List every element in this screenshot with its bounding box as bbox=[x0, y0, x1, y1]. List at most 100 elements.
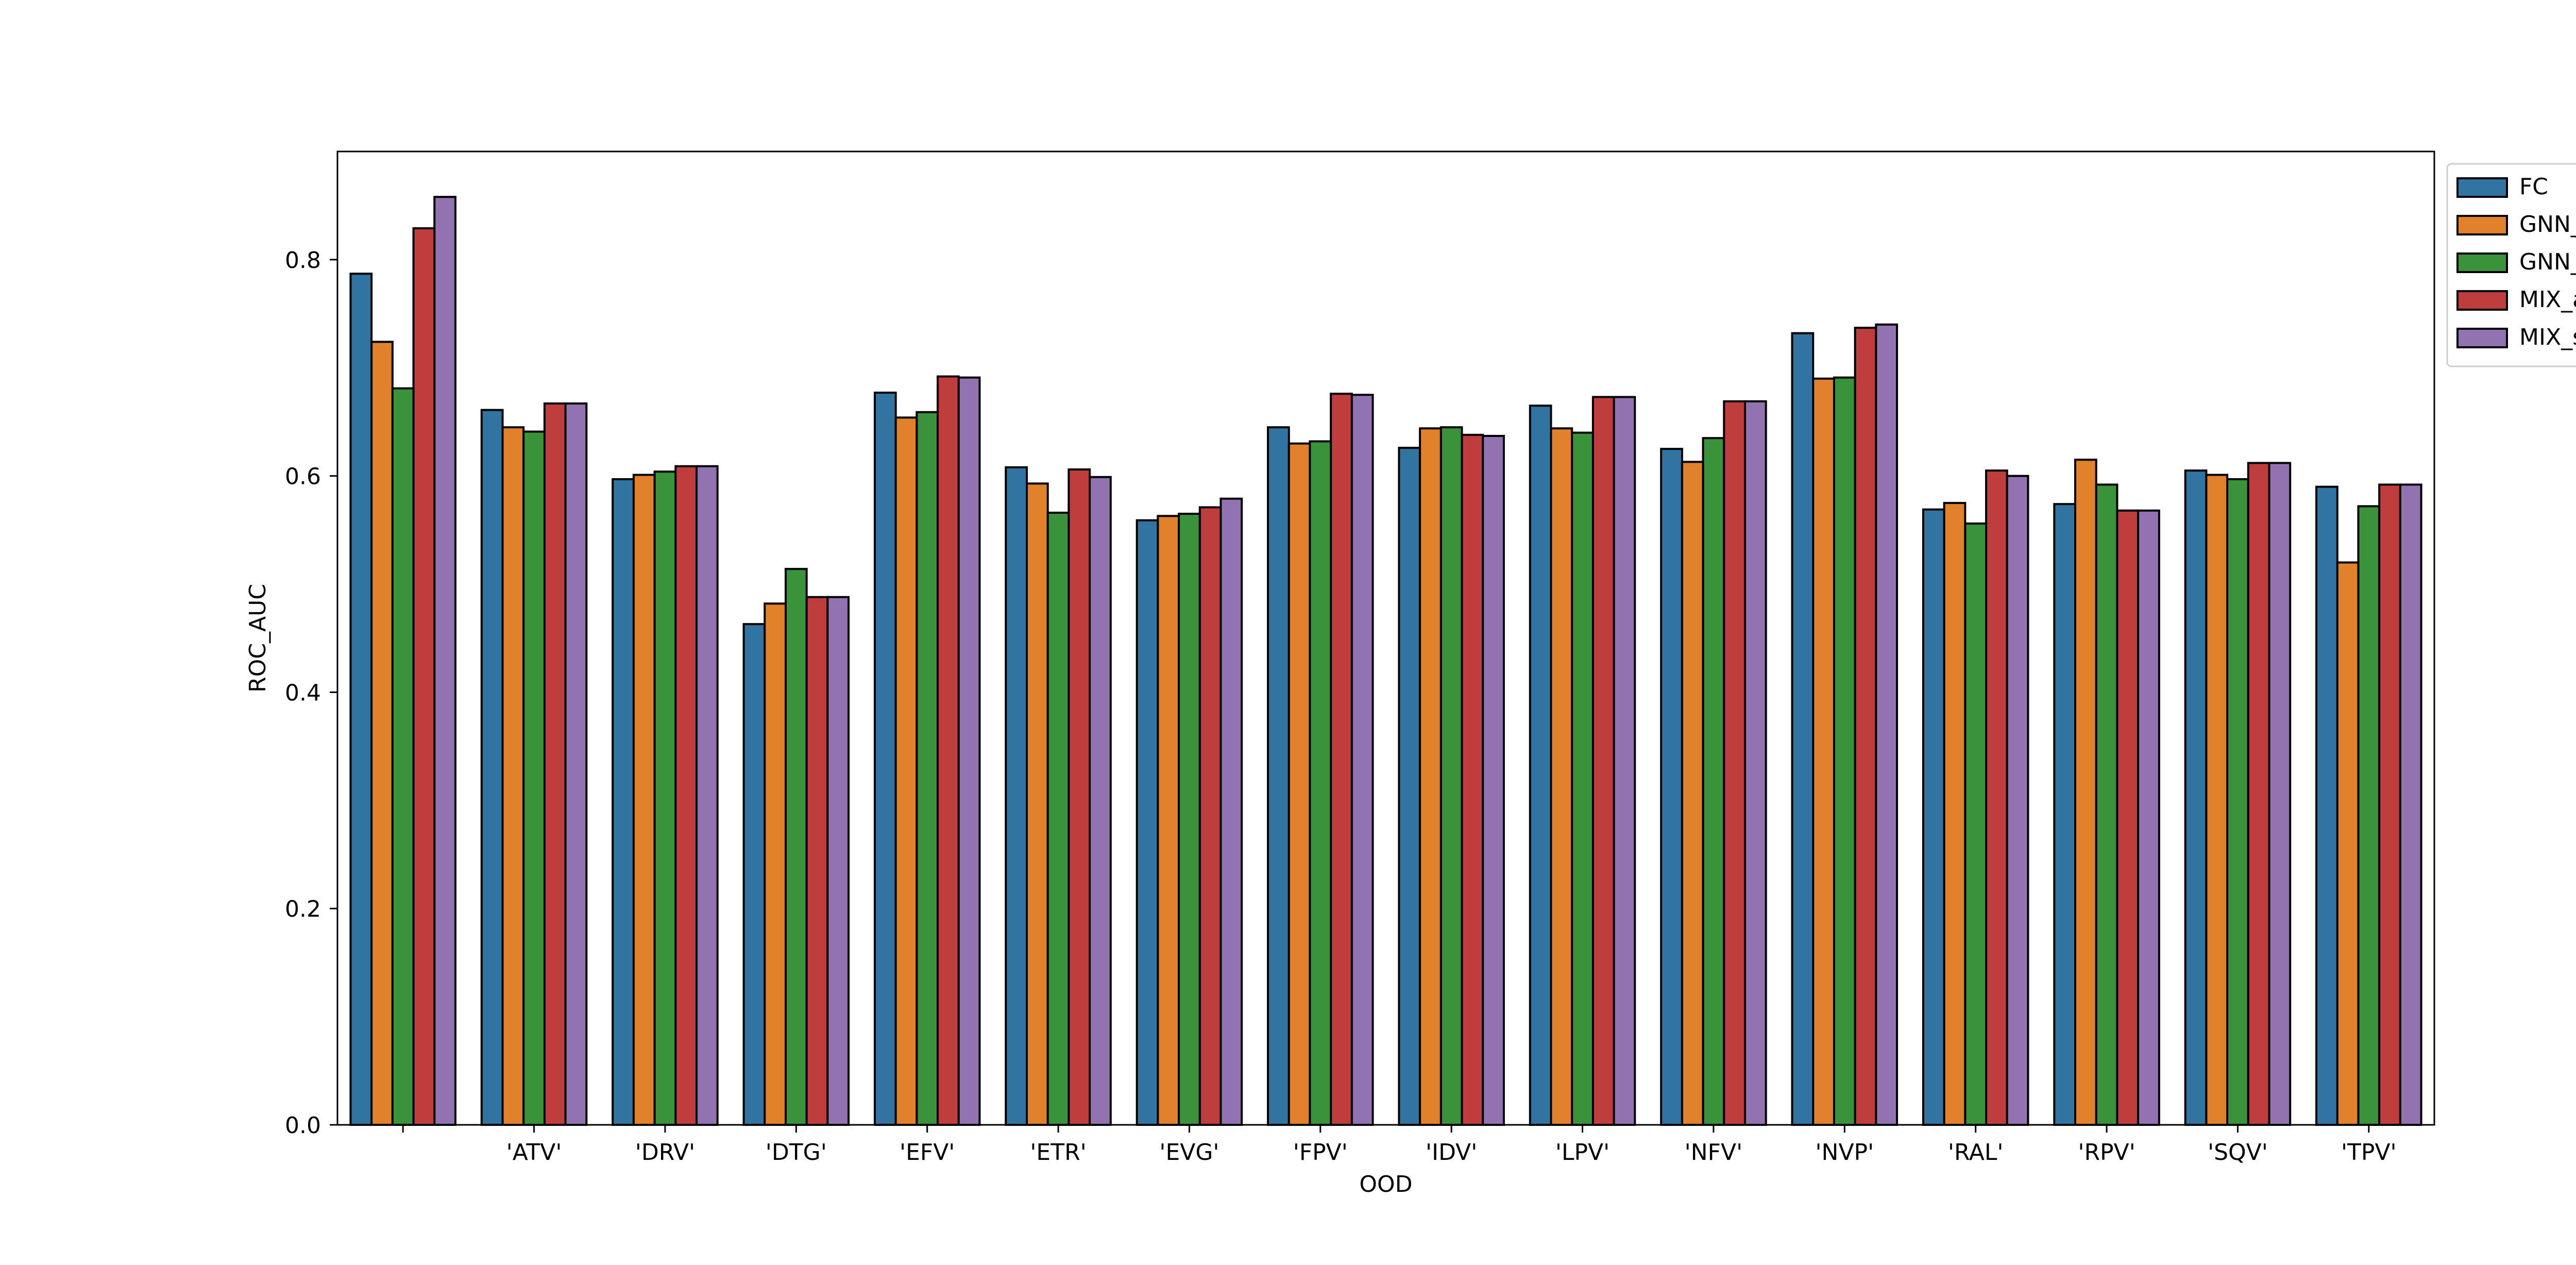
bar bbox=[1287, 442, 1311, 1126]
bar bbox=[1943, 502, 1967, 1126]
bar bbox=[1613, 396, 1636, 1126]
bar bbox=[1309, 440, 1332, 1126]
bar-group bbox=[2315, 483, 2422, 1126]
bar bbox=[1005, 466, 1028, 1126]
bar-group bbox=[2053, 459, 2160, 1126]
bar bbox=[632, 474, 656, 1126]
bar bbox=[1136, 519, 1159, 1126]
x-tick-label: 'RAL' bbox=[1948, 1139, 2004, 1166]
bar bbox=[805, 596, 829, 1126]
x-tick-label: 'IDV' bbox=[1426, 1139, 1477, 1166]
legend-label: MIX_subset bbox=[2519, 324, 2576, 350]
bar bbox=[1461, 433, 1484, 1126]
legend-item: MIX_subset bbox=[2456, 324, 2576, 350]
bar bbox=[784, 568, 808, 1126]
bar bbox=[2268, 462, 2292, 1126]
x-tick-label: 'EFV' bbox=[900, 1139, 955, 1166]
bar bbox=[370, 341, 394, 1126]
bar bbox=[1089, 476, 1112, 1126]
legend-swatch bbox=[2456, 215, 2508, 235]
bar bbox=[2074, 459, 2097, 1126]
x-tick-label: 'SQV' bbox=[2208, 1139, 2268, 1166]
bar bbox=[1875, 323, 1899, 1126]
bar-group bbox=[480, 402, 588, 1126]
x-axis-label: OOD bbox=[1359, 1171, 1412, 1197]
bar-group bbox=[1267, 393, 1374, 1126]
bar bbox=[1681, 461, 1704, 1126]
legend-item: GNN_subset bbox=[2456, 249, 2576, 275]
x-tick-label: 'EVG' bbox=[1159, 1139, 1219, 1166]
bar bbox=[1550, 427, 1573, 1126]
bar bbox=[2006, 475, 2029, 1126]
bar-group bbox=[1005, 466, 1112, 1126]
bar bbox=[957, 376, 981, 1126]
bar bbox=[1198, 506, 1222, 1126]
legend-swatch bbox=[2456, 328, 2508, 348]
bar bbox=[412, 227, 436, 1126]
bar bbox=[2137, 509, 2160, 1126]
legend-swatch bbox=[2456, 252, 2508, 273]
bar bbox=[2095, 483, 2119, 1126]
bar bbox=[1591, 396, 1615, 1126]
bar bbox=[1723, 400, 1746, 1126]
legend-label: FC bbox=[2519, 174, 2548, 200]
y-axis-ticks: 0.0 0.2 0.4 0.6 0.8 bbox=[285, 247, 337, 1139]
x-tick-label: 'NFV' bbox=[1685, 1139, 1743, 1166]
x-axis-ticks: 'ATV' 'DRV' 'DTG' 'EFV' 'ETR' 'EVG' 'FPV' 'IDV'… bbox=[402, 1125, 2397, 1166]
bar bbox=[1157, 515, 1180, 1126]
bar bbox=[1398, 447, 1421, 1126]
y-axis-label: ROC_AUC bbox=[245, 584, 271, 693]
bar-group bbox=[2184, 462, 2292, 1126]
bar bbox=[2315, 485, 2338, 1126]
bar bbox=[349, 273, 373, 1126]
bar bbox=[1439, 426, 1463, 1126]
bar bbox=[1330, 393, 1353, 1126]
bar-group bbox=[1398, 426, 1505, 1126]
bar bbox=[564, 402, 588, 1126]
bar-group bbox=[873, 375, 981, 1126]
x-tick-label: 'TPV' bbox=[2341, 1139, 2397, 1166]
bar bbox=[2357, 505, 2381, 1126]
x-tick-label: 'LPV' bbox=[1555, 1139, 1609, 1166]
bar bbox=[391, 387, 415, 1126]
bar-group bbox=[612, 465, 719, 1126]
bar bbox=[894, 416, 918, 1126]
x-tick-label: 'DTG' bbox=[766, 1139, 827, 1166]
bar bbox=[2399, 483, 2422, 1126]
bar bbox=[522, 430, 546, 1126]
bar bbox=[1922, 508, 1945, 1126]
bar bbox=[1791, 332, 1815, 1126]
x-tick-label: 'NVP' bbox=[1815, 1139, 1874, 1166]
x-tick-label: 'RPV' bbox=[2078, 1139, 2135, 1166]
bar bbox=[1482, 435, 1505, 1126]
bar bbox=[1812, 377, 1835, 1126]
bar bbox=[1660, 448, 1683, 1126]
bar bbox=[764, 602, 787, 1126]
bar bbox=[1702, 437, 1725, 1126]
legend-label: MIX_all bbox=[2519, 286, 2576, 313]
bar bbox=[543, 402, 567, 1126]
legend-item: GNN_all bbox=[2456, 211, 2576, 238]
bar bbox=[1833, 376, 1856, 1126]
bar bbox=[1026, 482, 1049, 1126]
y-tick-label: 0.4 bbox=[285, 680, 321, 706]
bar bbox=[433, 196, 456, 1126]
legend: FC GNN_all GNN_subset MIX_all MIX_subset bbox=[2446, 163, 2576, 367]
plot-area-frame bbox=[336, 150, 2435, 1126]
legend-item: FC bbox=[2456, 174, 2548, 200]
bar bbox=[2053, 503, 2077, 1126]
bar-group bbox=[1136, 497, 1243, 1126]
legend-label: GNN_subset bbox=[2519, 249, 2576, 275]
bar-group bbox=[349, 196, 456, 1126]
bar bbox=[2205, 474, 2229, 1126]
bar bbox=[873, 392, 897, 1126]
bar bbox=[2184, 469, 2208, 1126]
bars-layer bbox=[349, 196, 2422, 1126]
legend-swatch bbox=[2456, 290, 2508, 311]
legend-label: GNN_all bbox=[2519, 211, 2576, 238]
bar-group bbox=[1529, 396, 1636, 1126]
bar bbox=[1350, 394, 1374, 1126]
bar bbox=[480, 409, 504, 1126]
